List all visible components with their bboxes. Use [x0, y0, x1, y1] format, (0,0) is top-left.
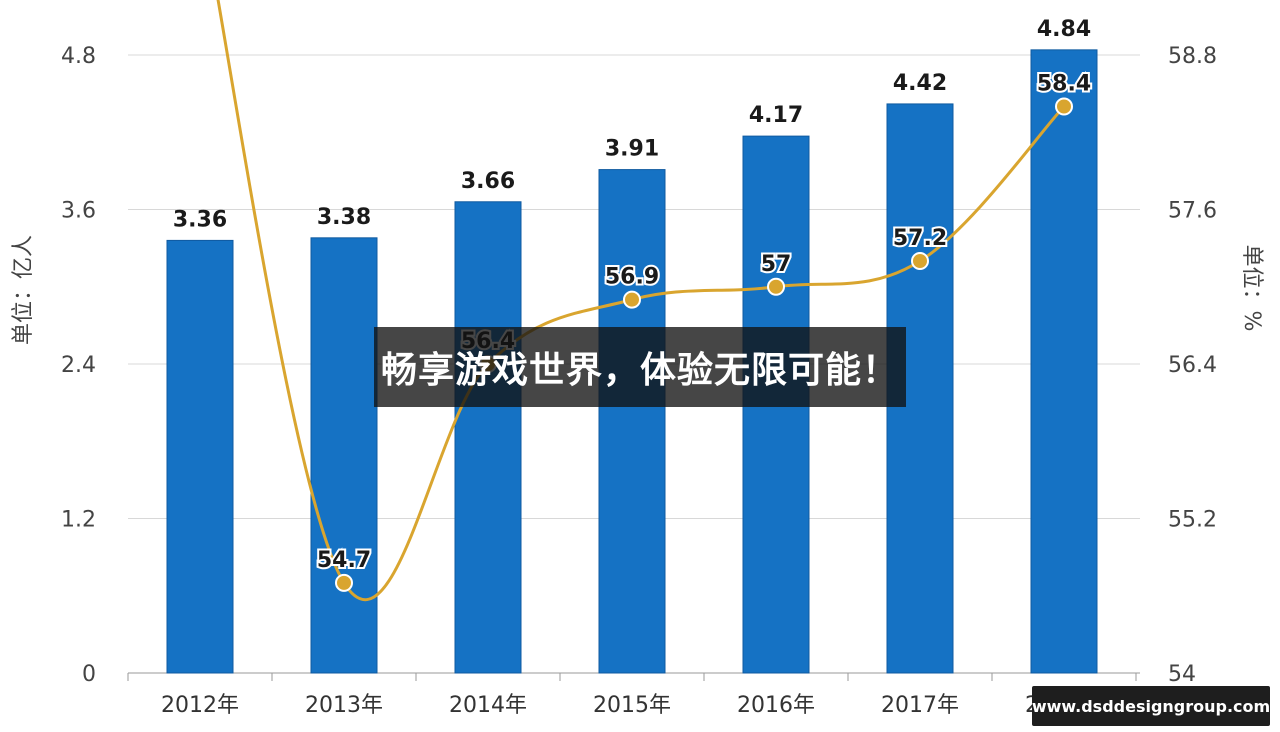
- bar-value-label: 4.84: [1037, 17, 1091, 42]
- y2-axis-title: 单位：%: [1239, 245, 1264, 332]
- bar: [1030, 49, 1098, 674]
- bar-value-label: 4.42: [893, 71, 947, 96]
- line-value-label: 56.9: [605, 265, 659, 290]
- bar: [310, 237, 378, 674]
- line-value-label: 57: [761, 252, 792, 277]
- site-watermark-badge[interactable]: www.dsddesigngroup.com: [1032, 686, 1270, 726]
- line-point: [1055, 97, 1073, 116]
- bar: [166, 239, 234, 674]
- site-watermark-text: www.dsddesigngroup.com: [1031, 696, 1271, 716]
- line-value-label: 58.4: [1037, 72, 1091, 97]
- promo-banner: 畅享游戏世界，体验无限可能！: [374, 327, 906, 407]
- y2-tick-label: 57.6: [1168, 199, 1217, 224]
- y-tick-label: 4.8: [61, 44, 96, 69]
- bar: [598, 169, 666, 674]
- y-tick-label: 0: [82, 662, 96, 687]
- line-point: [911, 252, 929, 270]
- y2-tick-label: 56.4: [1168, 353, 1217, 378]
- bar-value-label: 3.91: [605, 137, 659, 162]
- line-point: [335, 573, 353, 592]
- x-tick-label: 2017年: [881, 693, 959, 718]
- bar-value-label: 3.36: [173, 207, 227, 232]
- x-tick-label: 2016年: [737, 693, 815, 718]
- axes: 0 1.2 2.4 3.6 4.8 54 55.2 56.4 57.6 58.8 2012年 2013…: [11, 44, 1264, 718]
- line-value-label: 57.2: [893, 226, 947, 251]
- y-axis-title: 单位：亿人: [11, 235, 36, 345]
- y2-tick-label: 55.2: [1168, 508, 1217, 533]
- line-value-label: 54.7: [317, 548, 371, 573]
- bar-value-label: 3.66: [461, 169, 515, 194]
- y-tick-label: 2.4: [61, 353, 96, 378]
- y2-tick-label: 58.8: [1168, 44, 1217, 69]
- line-point: [767, 277, 785, 296]
- y-tick-label: 1.2: [61, 508, 96, 533]
- x-tick-label: 2012年: [161, 693, 239, 718]
- line-point: [623, 290, 641, 309]
- promo-banner-text: 畅享游戏世界，体验无限可能！: [380, 350, 899, 391]
- bar-value-label: 3.38: [317, 205, 371, 230]
- bar: [454, 201, 522, 674]
- x-tick-label: 2013年: [305, 693, 383, 718]
- x-tick-label: 2015年: [593, 693, 671, 718]
- bar-value-label: 4.17: [749, 103, 803, 128]
- y2-tick-label: 54: [1168, 662, 1196, 687]
- x-tick-label: 2014年: [449, 693, 527, 718]
- y-tick-label: 3.6: [61, 199, 96, 224]
